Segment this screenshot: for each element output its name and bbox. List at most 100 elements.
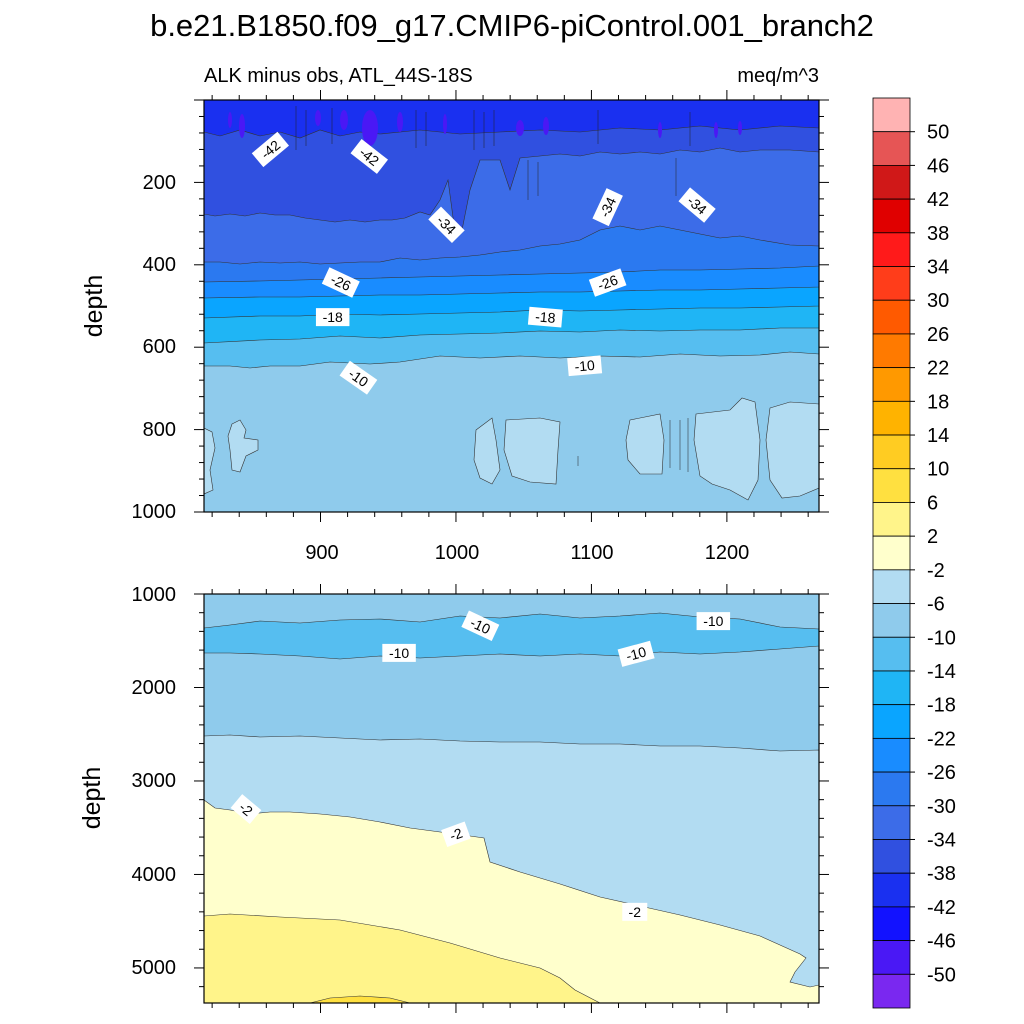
top-x-tick-label: 1200 xyxy=(705,542,750,564)
contour-label-text: -34 xyxy=(596,194,619,219)
bottom-y-tick-label: 5000 xyxy=(132,957,177,979)
contour-label: -26 xyxy=(321,267,360,298)
bottom-contour-fills xyxy=(204,594,819,1003)
contour-label: -10 xyxy=(382,643,416,662)
contour-label-bg xyxy=(441,821,471,847)
contour-label-text: -2 xyxy=(629,904,642,920)
contour-label-bg xyxy=(251,131,289,168)
fill-6-patch xyxy=(309,995,411,1003)
bottom-y-tick-label: 1000 xyxy=(132,584,177,606)
colorbar-box xyxy=(872,771,911,807)
colorbar-box xyxy=(872,468,911,503)
contour-label-bg xyxy=(527,306,563,328)
bottom-ticks xyxy=(194,584,829,1013)
colorbar-box xyxy=(872,569,911,604)
contour-label: -18 xyxy=(527,306,563,328)
bottom-y-tick-label: 4000 xyxy=(132,864,177,886)
colorbar-box xyxy=(872,333,911,369)
top-y-tick-label: 600 xyxy=(143,336,176,358)
colorbar-label: 34 xyxy=(927,257,949,279)
contour-label: -34 xyxy=(592,188,623,227)
colorbar-labels: 50 46 42 38 34 30 26 22 18 14 10 6 2 -2 -6 -10 -14 -18 -22… xyxy=(910,122,956,986)
colorbar-label: -34 xyxy=(927,829,956,851)
colorbar-box xyxy=(872,872,911,908)
contour-label-text: -18 xyxy=(535,308,557,326)
contour-label-bg xyxy=(230,794,262,824)
top-panel: 900 1000 1100 1200 200 400 600 800 1000 … xyxy=(80,90,829,564)
colorbar: 50 46 42 38 34 30 26 22 18 14 10 6 2 -2 -6 -10 -14 -18 -22… xyxy=(872,97,956,1009)
colorbar-box xyxy=(872,266,911,301)
bottom-y-tick-labels: 1000 2000 3000 4000 5000 xyxy=(132,584,177,979)
colorbar-label: -30 xyxy=(927,796,956,818)
contour-label-bg xyxy=(622,902,648,921)
colorbar-box xyxy=(872,704,911,739)
colorbar-label: -22 xyxy=(927,728,956,750)
colorbar-box xyxy=(872,131,911,166)
subtitle-units: meq/m^3 xyxy=(737,65,819,87)
contour-label-bg xyxy=(428,206,465,244)
contour-label-bg xyxy=(588,268,627,297)
contour-label-text: -10 xyxy=(468,614,493,637)
colorbar-label: 50 xyxy=(927,122,949,144)
top-x-tick-label: 900 xyxy=(305,542,338,564)
contour-label-bg xyxy=(339,360,378,395)
contour-label: -10 xyxy=(567,355,603,377)
colorbar-label: -2 xyxy=(927,560,945,582)
colorbar-box xyxy=(872,603,911,638)
bottom-y-tick-label: 3000 xyxy=(132,770,177,792)
top-contour-labels: -42 -42-34-34 -34-26 -26-18 -18-10 -10 xyxy=(251,131,716,395)
colorbar-box xyxy=(872,367,911,402)
colorbar-box xyxy=(872,434,911,470)
bottom-plot-frame xyxy=(203,593,820,1004)
colorbar-label: 14 xyxy=(927,425,949,447)
bottom-y-tick-label: 2000 xyxy=(132,677,177,699)
contour-label: -10 xyxy=(617,640,655,667)
contour-label-bg xyxy=(350,139,389,174)
contour-label-text: -26 xyxy=(595,271,620,293)
contour-label-text: -10 xyxy=(574,357,596,375)
colorbar-label: 22 xyxy=(927,358,949,380)
top-y-tick-label: 200 xyxy=(143,172,176,194)
top-ticks xyxy=(194,90,829,522)
colorbar-box xyxy=(872,973,911,1009)
contour-label-text: -2 xyxy=(447,825,464,844)
top-y-axis-label: depth xyxy=(80,275,108,338)
top-x-tick-label: 1000 xyxy=(435,542,480,564)
contour-label-text: -26 xyxy=(328,271,353,294)
colorbar-label: 2 xyxy=(927,526,938,548)
contour-label-bg xyxy=(567,355,603,377)
colorbar-label: 42 xyxy=(927,189,949,211)
colorbar-boxes xyxy=(872,97,911,1009)
contour-label-text: -10 xyxy=(703,613,723,629)
contour-label-bg xyxy=(461,610,500,642)
colorbar-box xyxy=(872,97,911,133)
colorbar-box xyxy=(872,906,911,941)
contour-label-bg xyxy=(315,308,350,327)
colorbar-box xyxy=(872,737,911,773)
contour-label: -18 xyxy=(315,308,350,327)
contour-label: -2 xyxy=(441,821,471,847)
contour-label-text: -18 xyxy=(323,309,343,325)
contour-label: -10 xyxy=(696,612,731,631)
fill-minus-42 xyxy=(204,100,819,139)
colorbar-box xyxy=(872,198,911,234)
colorbar-label: -38 xyxy=(927,863,956,885)
top-x-tick-label: 1100 xyxy=(570,542,613,564)
fill-minus-46-patches xyxy=(228,110,742,146)
contour-label: -2 xyxy=(622,902,648,921)
colorbar-label: 46 xyxy=(927,155,949,177)
contour-label-text: -10 xyxy=(389,645,409,661)
contour-label-bg xyxy=(321,267,360,298)
contour-label-bg xyxy=(696,612,731,631)
bottom-y-axis-label: depth xyxy=(78,767,106,830)
colorbar-box xyxy=(872,165,911,200)
colorbar-label: -46 xyxy=(927,931,956,953)
fill-2-region xyxy=(204,913,601,1003)
colorbar-box xyxy=(872,805,911,840)
colorbar-box xyxy=(872,940,911,975)
subtitle-left: ALK minus obs, ATL_44S-18S xyxy=(204,65,473,87)
colorbar-box xyxy=(872,535,911,571)
contour-label-bg xyxy=(678,187,716,223)
colorbar-label: -10 xyxy=(927,627,956,649)
bottom-panel: 1000 2000 3000 4000 5000 depth -10 -10 -10… xyxy=(78,584,829,1013)
